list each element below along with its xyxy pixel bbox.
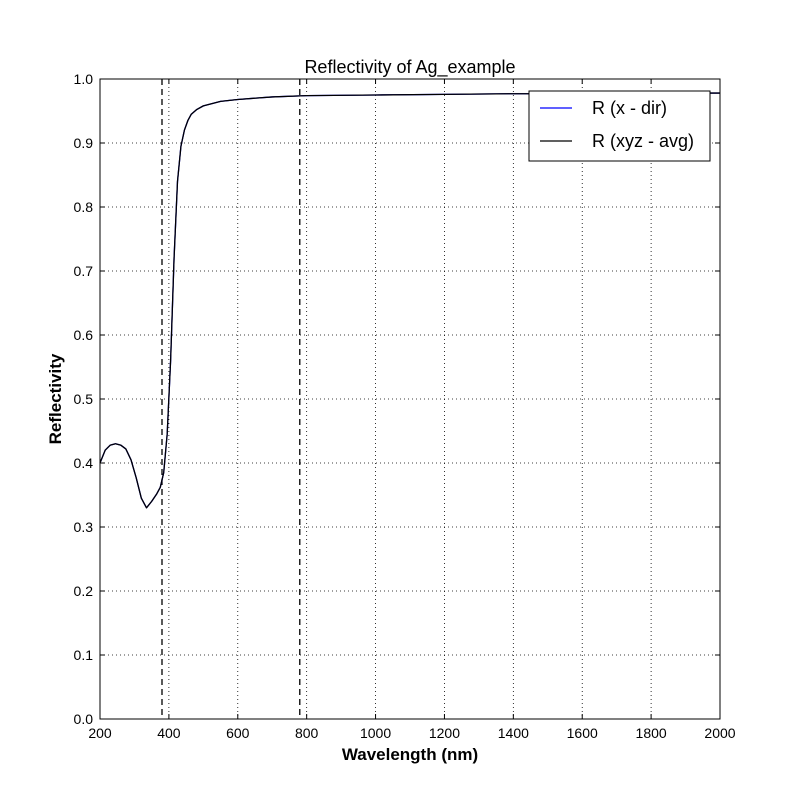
x-tick-label: 800 (295, 725, 319, 741)
x-tick-label: 600 (226, 725, 250, 741)
legend-label-xyz-avg: R (xyz - avg) (592, 131, 694, 151)
legend-label-x-dir: R (x - dir) (592, 98, 667, 118)
x-tick-label: 2000 (704, 725, 735, 741)
y-tick-label: 0.3 (74, 519, 94, 535)
reference-lines (161, 79, 301, 719)
legend-box (528, 90, 711, 162)
y-tick-label: 0.8 (74, 199, 94, 215)
y-tick-label: 1.0 (74, 71, 94, 87)
y-tick-label: 0.7 (74, 263, 94, 279)
series-line-1 (99, 92, 720, 509)
series-lines (99, 92, 720, 509)
y-tick-label: 0.0 (74, 711, 94, 727)
x-tick-label: 1400 (498, 725, 529, 741)
y-tick-label: 0.5 (74, 391, 94, 407)
x-tick-label: 1600 (567, 725, 598, 741)
y-tick-label: 0.6 (74, 327, 94, 343)
x-tick-label: 1200 (429, 725, 460, 741)
legend: R (x - dir) R (xyz - avg) (528, 90, 711, 162)
chart-title: Reflectivity of Ag_example (304, 57, 515, 78)
y-tick-label: 0.2 (74, 583, 94, 599)
y-tick-label: 0.9 (74, 135, 94, 151)
ticks: 200 400 600 800 1000 1200 1400 1600 1800 2000 0.0 0… (74, 71, 736, 741)
x-tick-label: 1000 (360, 725, 391, 741)
y-axis-label: Reflectivity (46, 353, 65, 444)
x-tick-label: 1800 (636, 725, 667, 741)
y-tick-label: 0.4 (74, 455, 94, 471)
x-axis-label: Wavelength (nm) (342, 745, 478, 764)
y-tick-label: 0.1 (74, 647, 94, 663)
x-tick-label: 400 (157, 725, 181, 741)
x-tick-label: 200 (88, 725, 112, 741)
